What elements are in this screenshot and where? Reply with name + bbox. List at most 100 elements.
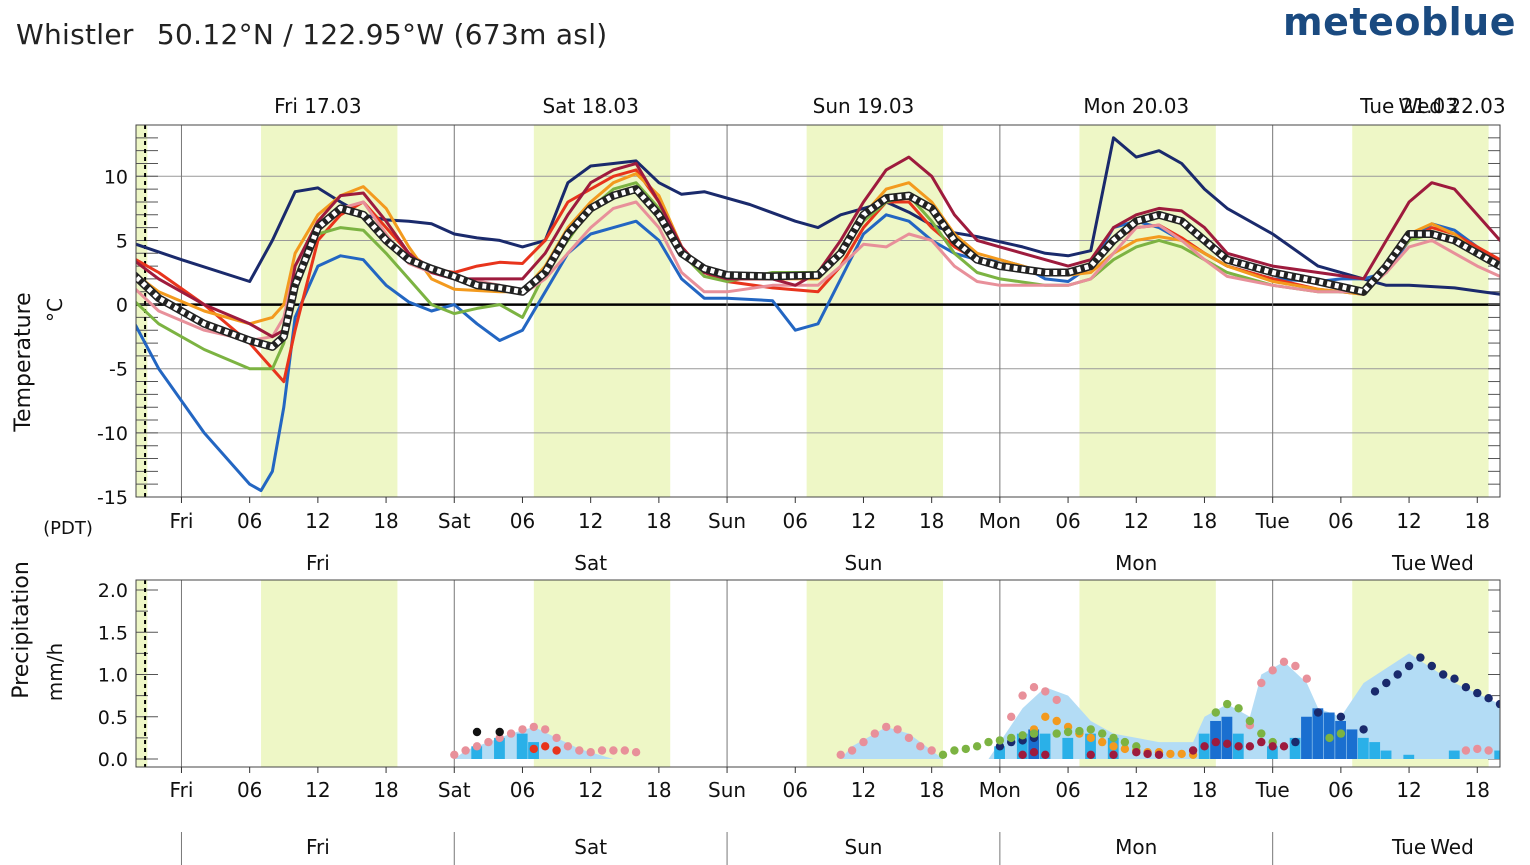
precip-bar xyxy=(1346,729,1358,759)
precip-bar xyxy=(1380,750,1392,759)
precip-dot-navy xyxy=(1495,699,1500,709)
y-tick-label: -5 xyxy=(109,359,128,381)
x-tick-label: Tue xyxy=(1255,509,1290,533)
day-label: Sun xyxy=(844,551,882,575)
precip-dot-pink xyxy=(484,737,493,747)
bottom-day-label: Sun xyxy=(844,835,882,859)
precip-dot-crimson xyxy=(1109,750,1118,759)
precip-dot-pink xyxy=(904,733,914,743)
precip-bar xyxy=(1085,733,1096,759)
series-line-pink xyxy=(136,200,1500,342)
precip-dot-pink xyxy=(847,746,857,755)
precip-dot-black xyxy=(495,727,504,737)
precip-dot-crimson xyxy=(1245,742,1255,751)
x-tick-label: 12 xyxy=(305,509,330,533)
precip-dot-pink xyxy=(495,733,504,743)
precip-dot-pink xyxy=(882,722,891,732)
precip-bar xyxy=(1289,737,1301,759)
precip-dot-red xyxy=(529,744,538,754)
x-tick-label: 06 xyxy=(1055,509,1080,533)
x-tick-label: 18 xyxy=(373,509,398,533)
precip-dot-crimson xyxy=(1257,737,1266,747)
x-tick-label: 12 xyxy=(851,509,876,533)
precip-dot-red xyxy=(541,742,550,751)
precip-dot-red xyxy=(552,746,561,755)
precip-dot-pink xyxy=(597,746,607,755)
x-tick-label: Mon xyxy=(979,778,1021,802)
precip-bar xyxy=(516,733,528,759)
precip-dot-pink xyxy=(836,750,845,759)
precip-dot-crimson xyxy=(1154,750,1164,759)
precip-dot-pink xyxy=(1007,712,1016,721)
day-label: Wed xyxy=(1430,551,1474,575)
day-header: Sun 19.03 xyxy=(813,94,915,118)
precip-dot-pink xyxy=(609,746,618,755)
x-tick-label: 06 xyxy=(237,778,262,802)
precip-dot-orange xyxy=(1086,733,1096,743)
precip-dot-pink xyxy=(575,746,584,755)
location-coords: 50.12°N / 122.95°W (673m asl) xyxy=(156,18,608,51)
precip-dot-pink xyxy=(631,748,641,757)
day-header: Mon 20.03 xyxy=(1083,94,1189,118)
day-label: Tue xyxy=(1391,551,1426,575)
precip-dot-pink xyxy=(1302,674,1312,683)
temperature-panel: -15 -10 -5 0 5 10 Fri 17.03 Sat 18.03 Sun 19.03 M… xyxy=(11,94,1506,539)
precip-dot-pink xyxy=(461,746,470,755)
x-tick-label: 18 xyxy=(373,778,398,802)
precip-dot-green xyxy=(1029,729,1039,738)
precip-dot-navy xyxy=(1382,678,1391,688)
precip-dot-navy xyxy=(1370,687,1380,696)
precip-dot-crimson xyxy=(1132,748,1141,757)
x-tick-label: 12 xyxy=(1124,778,1149,802)
precip-dot-crimson xyxy=(1029,748,1039,757)
precip-dot-crimson xyxy=(1041,750,1050,759)
precip-dot-green xyxy=(1007,733,1016,743)
precip-dot-navy xyxy=(1416,653,1425,662)
temperature-frame xyxy=(135,124,1501,498)
day-header: Sat 18.03 xyxy=(542,94,638,118)
precip-bar xyxy=(1016,733,1028,759)
precip-dot-orange xyxy=(1120,744,1130,754)
precip-dot-pink xyxy=(1052,695,1061,705)
precip-dot-orange xyxy=(1041,712,1050,721)
precip-spread-area xyxy=(454,653,1500,759)
precip-dot-pink xyxy=(870,729,879,738)
precip-dot-pink xyxy=(1461,746,1471,755)
precip-bar xyxy=(1028,729,1040,759)
precip-dot-pink xyxy=(1473,744,1482,754)
precip-bar xyxy=(1369,742,1381,759)
y-tick-label: 5 xyxy=(116,230,128,252)
daylight-band xyxy=(261,580,398,767)
precip-dot-navy xyxy=(1427,661,1437,671)
x-tick-label: Fri xyxy=(170,509,194,533)
meteoblue-logo[interactable]: meteoblue xyxy=(1283,0,1516,44)
precip-dot-crimson xyxy=(1018,750,1027,759)
x-tick-label: 12 xyxy=(578,778,603,802)
precip-bar xyxy=(994,746,1005,759)
y-tick-label: -15 xyxy=(97,487,128,509)
day-header: Wed 22.03 xyxy=(1398,94,1505,118)
precip-dot-navy xyxy=(1336,712,1346,721)
y-tick-label: 1.0 xyxy=(98,665,128,687)
precip-dot-crimson xyxy=(1143,749,1152,759)
precip-dot-pink xyxy=(552,733,561,743)
x-tick-label: 06 xyxy=(237,509,262,533)
x-tick-label: 12 xyxy=(1396,509,1421,533)
precip-dot-pink xyxy=(1018,691,1027,700)
precip-dot-green xyxy=(1245,716,1255,726)
precip-dot-navy xyxy=(995,742,1005,751)
precip-dot-navy xyxy=(1313,708,1323,717)
precip-dot-pink xyxy=(563,742,573,751)
precip-dot-navy xyxy=(1507,696,1515,704)
precip-bar xyxy=(1301,716,1312,759)
series-line-mean xyxy=(136,186,1500,350)
x-tick-label: 18 xyxy=(646,509,671,533)
daylight-band xyxy=(136,125,148,497)
location-title: Whistler 50.12°N / 122.95°W (673m asl) xyxy=(16,18,608,51)
precip-dot-green xyxy=(1257,729,1266,738)
x-tick-label: Fri xyxy=(170,778,194,802)
y-tick-label: 1.5 xyxy=(98,622,128,644)
precip-dot-navy xyxy=(1359,725,1368,734)
y-tick-label: -10 xyxy=(97,423,128,445)
